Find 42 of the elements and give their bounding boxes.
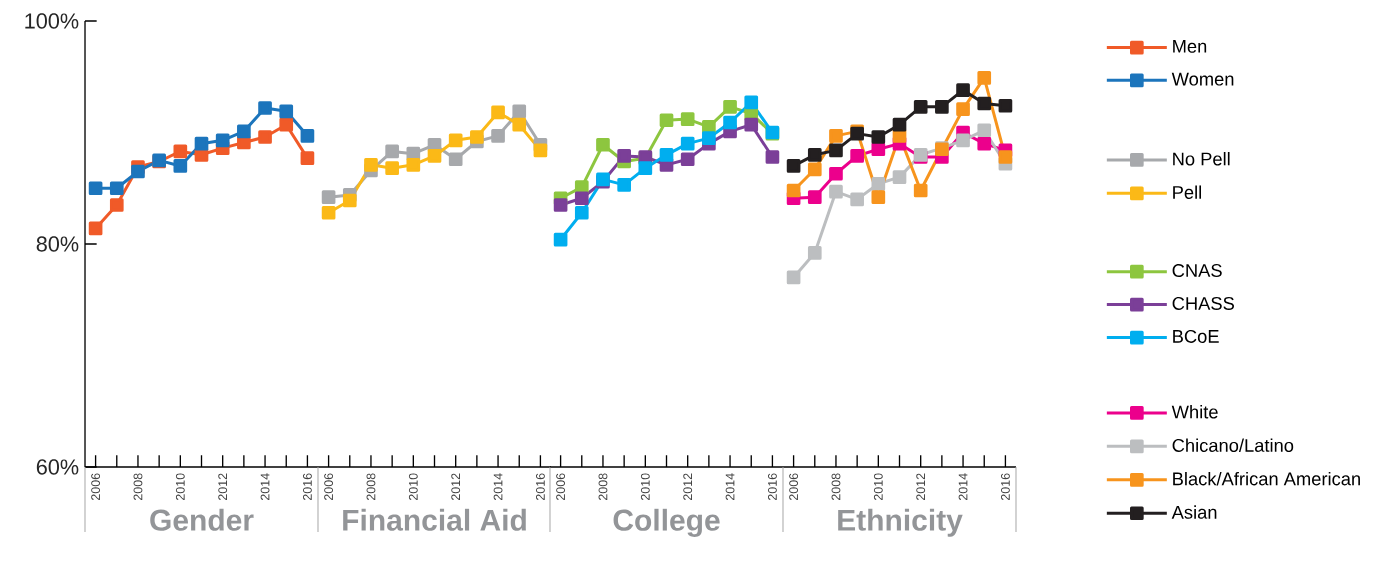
y-tick-label: 60%	[36, 459, 79, 475]
x-tick-label: 2016	[1000, 473, 1010, 501]
legend-label: Chicano/Latino	[1172, 438, 1294, 452]
x-tick-label: 2016	[302, 473, 312, 501]
legend-label: White	[1171, 405, 1218, 419]
legend-label: Pell	[1173, 185, 1202, 199]
x-tick-label: 2008	[598, 473, 608, 501]
legend-label: Men	[1173, 40, 1207, 53]
x-tick-label: 2014	[260, 473, 270, 501]
x-tick-label: 2016	[767, 473, 777, 501]
x-tick-label: 2006	[324, 473, 334, 501]
legend-label: CHASS	[1172, 296, 1234, 310]
x-tick-label: 2006	[789, 473, 799, 501]
x-tick-label: 2012	[451, 473, 461, 501]
legend-label: CNAS	[1172, 264, 1222, 277]
y-tick-label: 100%	[25, 13, 79, 29]
legend-label: BCoE	[1173, 329, 1219, 343]
x-tick-label: 2010	[408, 473, 418, 501]
x-tick-label: 2010	[640, 473, 650, 501]
x-tick-label: 2012	[218, 473, 228, 501]
x-tick-label: 2008	[366, 473, 376, 501]
x-axis-title: Financial Aid	[343, 508, 526, 531]
x-tick-label: 2006	[556, 473, 566, 501]
x-tick-label: 2010	[873, 473, 883, 501]
y-tick-label: 80%	[36, 236, 79, 252]
legend-label: Black/African American	[1173, 471, 1360, 486]
x-tick-label: 2008	[831, 473, 841, 501]
x-tick-label: 2006	[91, 473, 101, 501]
legend-label: No Pell	[1173, 152, 1230, 166]
legend-label: Women	[1171, 72, 1234, 86]
x-tick-label: 2012	[916, 473, 926, 501]
x-tick-label: 2014	[725, 473, 735, 501]
x-tick-label: 2014	[958, 473, 968, 501]
x-tick-label: 2016	[535, 473, 545, 501]
x-axis-title: College	[613, 508, 720, 537]
x-tick-label: 2008	[133, 473, 143, 501]
legend-label: Asian	[1171, 505, 1217, 519]
x-axis-title: Ethnicity	[838, 508, 963, 537]
x-tick-label: 2014	[493, 473, 503, 501]
x-tick-label: 2012	[683, 473, 693, 501]
x-axis-title: Gender	[150, 508, 254, 531]
x-tick-label: 2010	[175, 473, 185, 501]
